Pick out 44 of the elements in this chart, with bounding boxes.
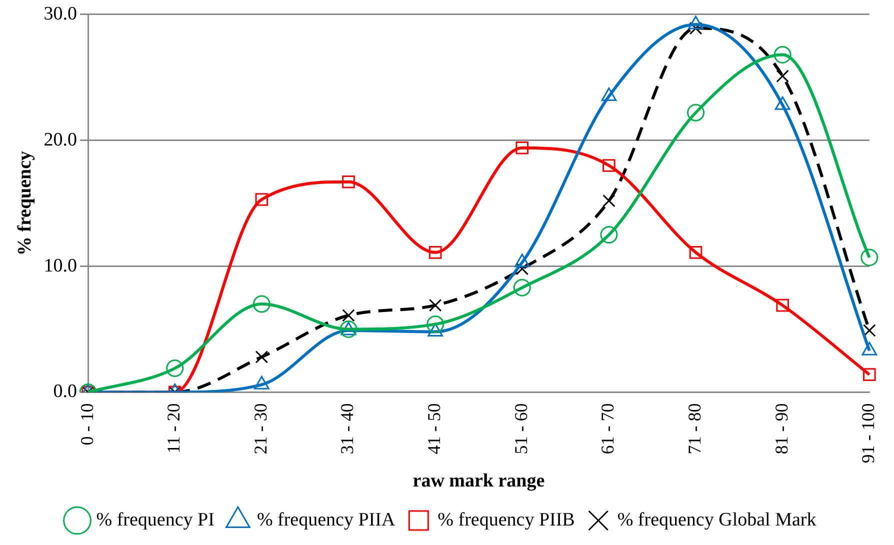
point (516, 262, 529, 276)
point (862, 324, 876, 337)
legend-label: % frequency PIIA (256, 509, 396, 530)
point (166, 360, 184, 378)
y-tick-label: 20.0 (44, 129, 78, 150)
point (689, 246, 702, 259)
x-tick-label: 91 - 100 (858, 403, 878, 464)
point (776, 70, 789, 83)
point (255, 193, 268, 206)
point (602, 159, 616, 172)
point (687, 104, 705, 122)
point (860, 248, 878, 266)
legend-label: % frequency PI (96, 509, 214, 530)
point (342, 175, 355, 188)
x-tick-label: 11 - 20 (164, 403, 184, 454)
y-tick-label: 30.0 (44, 3, 78, 24)
point (516, 141, 529, 154)
x-tick-label: 51 - 60 (510, 403, 531, 454)
x-tick-label: 0 - 10 (76, 403, 97, 446)
y-axis-title: % frequency (14, 150, 36, 256)
point (689, 22, 702, 35)
point (600, 226, 618, 244)
point (602, 194, 616, 208)
point (255, 350, 268, 364)
point (776, 298, 789, 312)
x-tick-label: 31 - 40 (337, 403, 358, 454)
x-tick-label: 41 - 50 (424, 403, 444, 454)
y-tick-label: 10.0 (44, 255, 78, 276)
legend-label: % frequency PIIB (438, 509, 575, 530)
point (428, 298, 442, 312)
point (862, 368, 876, 381)
x-axis-title: raw mark range (412, 470, 545, 492)
legend-label: % frequency Global Mark (617, 509, 817, 530)
y-tick-label: 0.0 (53, 381, 78, 402)
point (426, 315, 444, 333)
x-tick-label: 21 - 30 (250, 403, 270, 454)
x-tick-label: 71 - 80 (684, 403, 704, 454)
point (513, 278, 531, 296)
point (428, 246, 442, 259)
point (774, 46, 792, 64)
x-tick-label: 61 - 70 (598, 403, 618, 454)
x-tick-label: 81 - 90 (771, 403, 792, 454)
point (342, 308, 355, 322)
point (252, 295, 270, 313)
